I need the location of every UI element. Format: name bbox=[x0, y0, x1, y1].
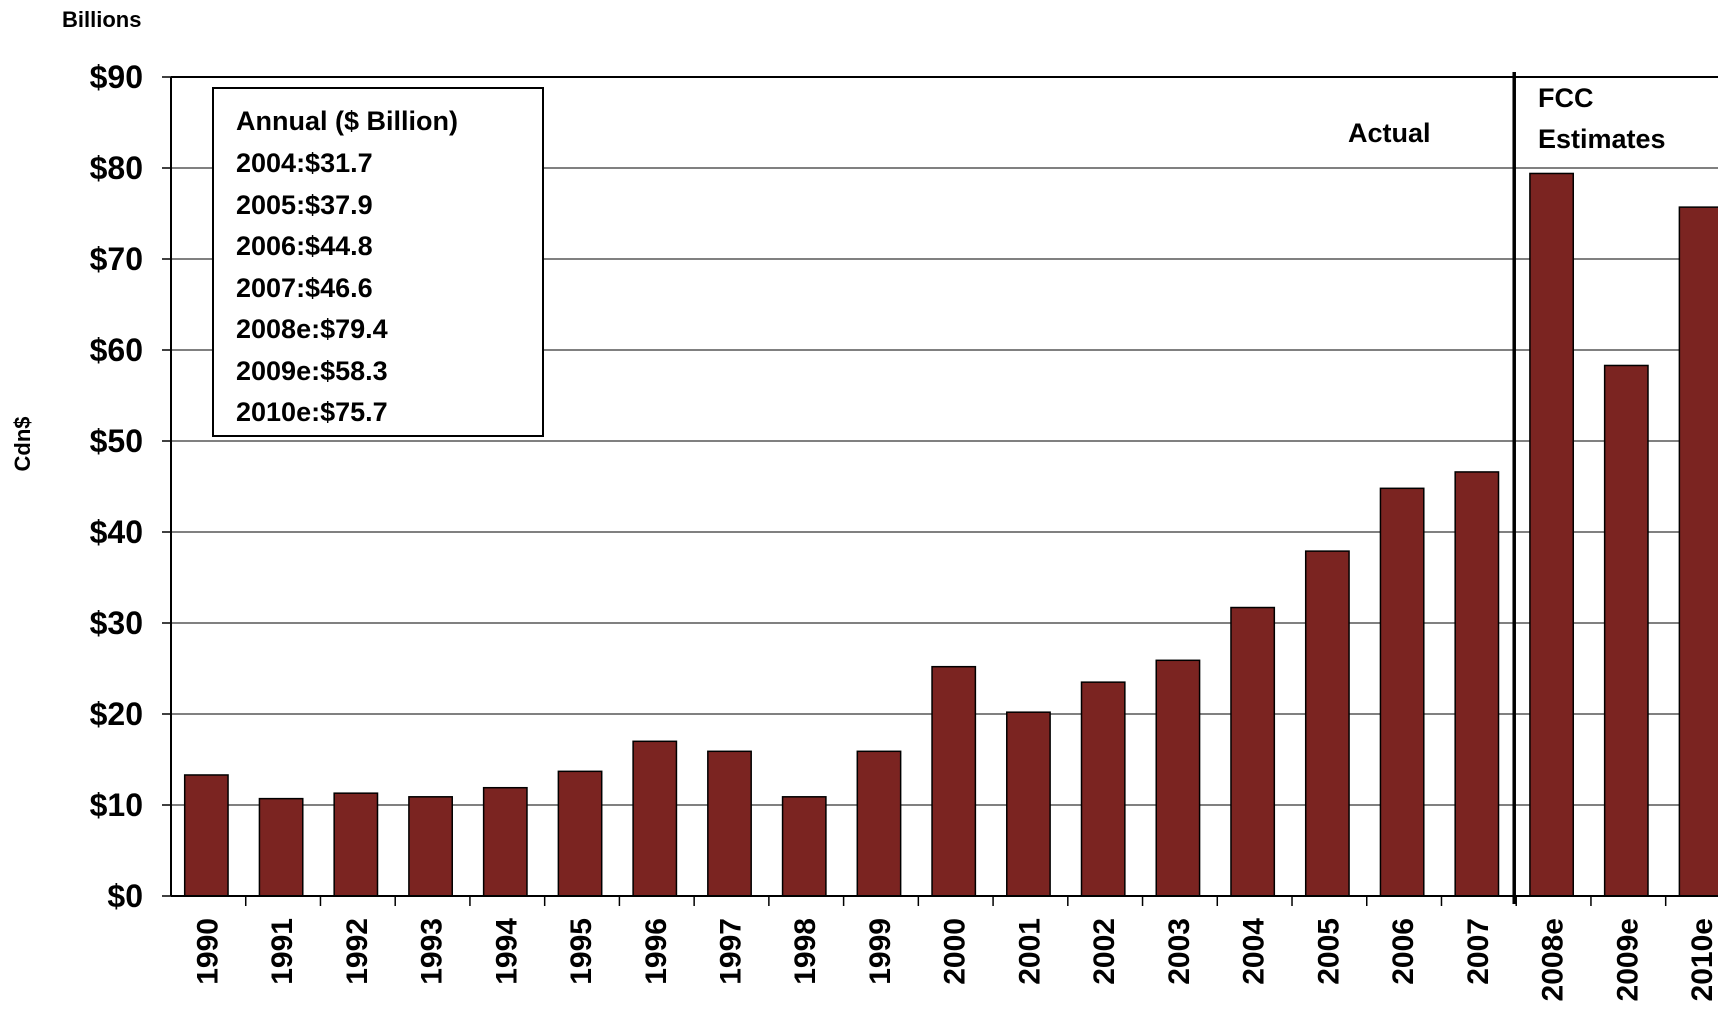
annotation-line: 2007:$46.6 bbox=[236, 273, 373, 303]
bars bbox=[183, 172, 1718, 897]
x-tick-label: 2007 bbox=[1462, 918, 1495, 985]
y-tick-label: $60 bbox=[90, 332, 143, 368]
section-label-fcc: FCC bbox=[1538, 83, 1594, 113]
bar-1994 bbox=[482, 786, 528, 897]
x-tick-label: 1993 bbox=[416, 918, 449, 985]
x-tick-label: 2002 bbox=[1088, 918, 1121, 985]
annotation-box: Annual ($ Billion) 2004:$31.7 2005:$37.9… bbox=[212, 87, 544, 437]
x-tick-label: 1997 bbox=[715, 918, 748, 985]
bar-1999 bbox=[856, 750, 902, 897]
x-tick-label: 1999 bbox=[864, 918, 897, 985]
annotation-line: 2009e:$58.3 bbox=[236, 356, 388, 386]
x-tick-label: 1996 bbox=[640, 918, 673, 985]
bar-2010e bbox=[1678, 206, 1718, 897]
section-label-estimates: Estimates bbox=[1538, 124, 1666, 154]
bar-1997 bbox=[707, 750, 752, 897]
bar-1990 bbox=[183, 774, 229, 897]
x-tick-label: 1991 bbox=[266, 918, 299, 985]
y-tick-label: $70 bbox=[90, 241, 143, 277]
y-tick-label: $40 bbox=[90, 514, 143, 550]
annotation-line: 2005:$37.9 bbox=[236, 190, 373, 220]
bar-1991 bbox=[258, 797, 304, 897]
axes bbox=[162, 72, 1718, 906]
y-tick-labels: $0 $10 $20 $30 $40 $50 $60 $70 $80 $90 bbox=[90, 59, 143, 914]
bar-2004 bbox=[1230, 606, 1276, 897]
x-tick-label: 1990 bbox=[191, 918, 224, 985]
bar-2006 bbox=[1379, 487, 1425, 897]
bar-1993 bbox=[408, 796, 453, 897]
x-tick-label: 2000 bbox=[939, 918, 972, 985]
bar-1998 bbox=[781, 796, 827, 897]
x-tick-label: 2003 bbox=[1163, 918, 1196, 985]
y-tick-label: $90 bbox=[90, 59, 143, 95]
x-tick-label: 2006 bbox=[1387, 918, 1420, 985]
y-tick-label: $0 bbox=[107, 878, 143, 914]
bar-1996 bbox=[632, 740, 678, 897]
bar-1995 bbox=[557, 770, 603, 897]
annotation-box-title: Annual ($ Billion) bbox=[236, 106, 458, 136]
y-tick-label: $80 bbox=[90, 150, 143, 186]
y-tick-label: $30 bbox=[90, 605, 143, 641]
x-tick-label: 1995 bbox=[565, 918, 598, 985]
bar-2007 bbox=[1454, 471, 1500, 897]
annotation-line: 2010e:$75.7 bbox=[236, 397, 388, 427]
bar-2000 bbox=[931, 665, 977, 897]
x-tick-label: 2009e bbox=[1611, 918, 1644, 1001]
y-tick-label: $20 bbox=[90, 696, 143, 732]
y-axis-label: Cdn$ bbox=[10, 417, 35, 472]
bar-2002 bbox=[1080, 681, 1126, 897]
x-tick-label: 2008e bbox=[1537, 918, 1570, 1001]
annotation-line: 2004:$31.7 bbox=[236, 148, 373, 178]
x-tick-label: 1994 bbox=[490, 918, 523, 985]
bar-2009e bbox=[1603, 364, 1649, 897]
x-tick-label: 1998 bbox=[789, 918, 822, 985]
x-tick-label: 2010e bbox=[1686, 918, 1718, 1001]
bar-2005 bbox=[1304, 550, 1350, 897]
bar-2001 bbox=[1006, 711, 1051, 897]
y-unit-label: Billions bbox=[62, 7, 141, 32]
section-label-actual: Actual bbox=[1348, 118, 1431, 148]
bar-2003 bbox=[1155, 659, 1201, 897]
annotations: Actual FCC Estimates bbox=[1348, 83, 1666, 154]
y-tick-label: $10 bbox=[90, 787, 143, 823]
annotation-line: 2006:$44.8 bbox=[236, 231, 373, 261]
x-tick-label: 2005 bbox=[1312, 918, 1345, 985]
y-tick-label: $50 bbox=[90, 423, 143, 459]
x-tick-label: 2001 bbox=[1013, 918, 1046, 985]
bar-2008e bbox=[1529, 172, 1575, 897]
x-tick-labels: 1990 1991 1992 1993 1994 1995 1996 1997 1998 1999… bbox=[191, 918, 1718, 1002]
x-tick-label: 2004 bbox=[1238, 918, 1271, 985]
annotation-box-frame bbox=[212, 87, 544, 437]
x-tick-label: 1992 bbox=[341, 918, 374, 985]
annotation-line: 2008e:$79.4 bbox=[236, 314, 388, 344]
bar-1992 bbox=[333, 792, 379, 897]
